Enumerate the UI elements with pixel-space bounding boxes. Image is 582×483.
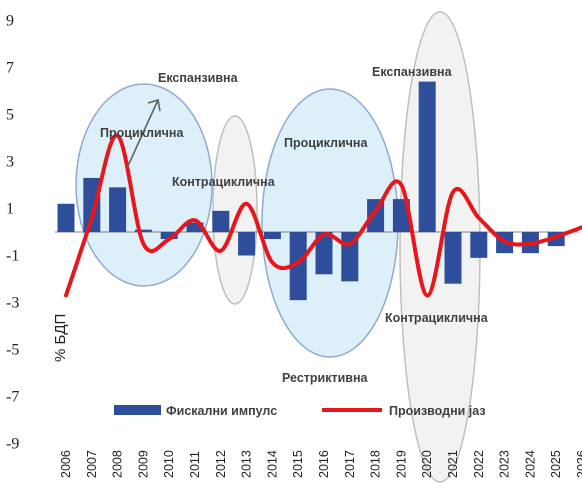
bar-2015 bbox=[289, 232, 307, 301]
arrow-line bbox=[126, 99, 159, 169]
x-tick-label-2011: 2011 bbox=[188, 451, 202, 478]
x-tick-label-2026: 2026 bbox=[575, 450, 582, 478]
annotation-countercyclical-1: Контрациклична bbox=[172, 175, 276, 189]
x-tick-label-2018: 2018 bbox=[369, 450, 383, 478]
bar-2022 bbox=[470, 232, 488, 258]
bar-2021 bbox=[444, 232, 462, 284]
x-tick-label-2009: 2009 bbox=[136, 450, 150, 478]
x-tick-label-2015: 2015 bbox=[291, 450, 305, 478]
y-tick-label: 5 bbox=[6, 107, 14, 124]
y-tick-label: -5 bbox=[6, 342, 19, 359]
legend-label-output-gap: Производни јаз bbox=[389, 404, 486, 418]
x-tick-label-2013: 2013 bbox=[240, 450, 254, 478]
annotation-expansionary-2: Експанзивна bbox=[372, 65, 453, 79]
y-tick-label: 3 bbox=[6, 154, 14, 171]
y-axis-ticks: 9 7 5 3 1 -1 -3 -5 -7 -9 bbox=[6, 13, 19, 453]
bar-2013 bbox=[238, 232, 256, 256]
x-tick-label-2008: 2008 bbox=[111, 450, 125, 478]
x-tick-label-2007: 2007 bbox=[85, 450, 99, 478]
x-tick-label-2022: 2022 bbox=[472, 450, 486, 478]
annotation-expansionary-1: Експанзивна bbox=[158, 71, 239, 85]
x-tick-label-2017: 2017 bbox=[343, 450, 357, 478]
annotation-restrictive: Рестриктивна bbox=[282, 371, 369, 385]
x-tick-label-2020: 2020 bbox=[420, 450, 434, 478]
x-tick-label-2016: 2016 bbox=[317, 450, 331, 478]
y-tick-label: -1 bbox=[6, 248, 19, 265]
annotation-procyclical-1: Процикличнa bbox=[100, 126, 184, 140]
legend-label-fiscal-impulse: Фискални импулс bbox=[166, 404, 277, 418]
x-tick-label-2021: 2021 bbox=[446, 450, 460, 478]
x-tick-label-2010: 2010 bbox=[162, 450, 176, 478]
bar-2014 bbox=[263, 232, 281, 240]
x-tick-label-2014: 2014 bbox=[265, 450, 279, 478]
bar-2009 bbox=[134, 229, 152, 232]
x-tick-label-2012: 2012 bbox=[214, 450, 228, 478]
legend-swatch-fiscal-impulse bbox=[114, 405, 161, 415]
y-tick-label: -7 bbox=[6, 389, 19, 406]
bar-2016 bbox=[315, 232, 333, 275]
bar-2010 bbox=[160, 232, 178, 240]
x-tick-label-2006: 2006 bbox=[59, 450, 73, 478]
bar-2006 bbox=[57, 203, 75, 232]
y-axis-label: % БДП bbox=[52, 314, 69, 362]
y-tick-label: 1 bbox=[6, 201, 14, 218]
bar-2012 bbox=[212, 210, 230, 232]
y-tick-label: 9 bbox=[6, 13, 14, 30]
x-tick-label-2019: 2019 bbox=[394, 450, 408, 478]
x-axis-ticks: 2006 2007 2008 2009 2010 2011 2012 2013 2014 2015… bbox=[59, 450, 582, 478]
bar-2007 bbox=[83, 177, 101, 232]
y-tick-label: -9 bbox=[6, 436, 19, 453]
x-tick-label-2025: 2025 bbox=[549, 450, 563, 478]
annotation-procyclical-2: Процикличнa bbox=[284, 136, 368, 150]
output-gap-line bbox=[64, 133, 582, 298]
ellipse-countercyclical-2012-2013 bbox=[212, 115, 258, 305]
x-tick-label-2024: 2024 bbox=[523, 450, 537, 478]
y-tick-label: 7 bbox=[6, 60, 14, 77]
bar-2020 bbox=[418, 81, 436, 232]
y-tick-label: -3 bbox=[6, 295, 19, 312]
arrow-head-icon bbox=[147, 98, 161, 112]
bar-2008 bbox=[109, 187, 127, 232]
x-tick-label-2023: 2023 bbox=[498, 450, 512, 478]
ellipse-procyclical-2007-2010 bbox=[75, 83, 213, 287]
annotation-countercyclical-2: Контрациклична bbox=[385, 311, 489, 325]
legend: Фискални импулс Производни јаз bbox=[114, 404, 486, 418]
bar-2011 bbox=[186, 222, 204, 232]
